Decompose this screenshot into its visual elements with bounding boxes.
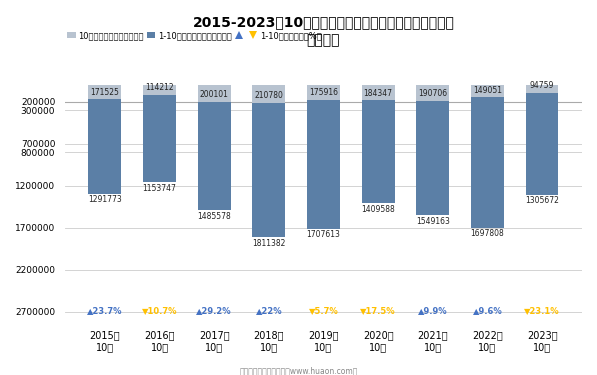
- Text: 1153747: 1153747: [143, 184, 177, 193]
- Text: ▲9.6%: ▲9.6%: [473, 306, 502, 315]
- Bar: [143, 85, 176, 94]
- Text: ▲22%: ▲22%: [256, 306, 282, 315]
- Text: 1485578: 1485578: [197, 211, 231, 220]
- Text: 1291773: 1291773: [88, 195, 122, 204]
- Text: ▲9.9%: ▲9.9%: [418, 306, 448, 315]
- Bar: [307, 85, 340, 228]
- Text: ▼10.7%: ▼10.7%: [141, 306, 177, 315]
- Text: 1305672: 1305672: [525, 196, 559, 206]
- Text: 94759: 94759: [530, 81, 554, 90]
- Bar: [416, 85, 449, 215]
- Bar: [526, 85, 559, 195]
- Title: 2015-2023年10月苏州高新技术产业开发区综合保税区进
出口总额: 2015-2023年10月苏州高新技术产业开发区综合保税区进 出口总额: [193, 15, 454, 47]
- Text: 171525: 171525: [90, 88, 119, 97]
- Text: 149051: 149051: [473, 86, 502, 95]
- Text: 1707613: 1707613: [306, 230, 340, 239]
- Text: 184347: 184347: [364, 89, 393, 98]
- Bar: [143, 85, 176, 182]
- Bar: [526, 85, 559, 93]
- Text: ▼17.5%: ▼17.5%: [361, 306, 396, 315]
- Bar: [471, 85, 504, 98]
- Text: 175916: 175916: [309, 88, 338, 97]
- Legend: 10月进出口总额（万美元）, 1-10月进出口总额（万美元）, , 1-10月同比增速（%）: 10月进出口总额（万美元）, 1-10月进出口总额（万美元）, , 1-10月同…: [64, 28, 325, 44]
- Text: 210780: 210780: [254, 91, 283, 100]
- Bar: [88, 85, 121, 194]
- Bar: [362, 85, 395, 204]
- Bar: [198, 85, 230, 102]
- Text: 190706: 190706: [418, 90, 447, 99]
- Text: ▼23.1%: ▼23.1%: [524, 306, 560, 315]
- Text: ▼5.7%: ▼5.7%: [309, 306, 338, 315]
- Text: 114212: 114212: [145, 83, 174, 92]
- Text: 1409588: 1409588: [361, 205, 395, 214]
- Text: ▲23.7%: ▲23.7%: [87, 306, 122, 315]
- Bar: [362, 85, 395, 100]
- Text: ▲29.2%: ▲29.2%: [196, 306, 232, 315]
- Bar: [253, 85, 285, 237]
- Text: 1697808: 1697808: [470, 230, 504, 238]
- Text: 1549163: 1549163: [416, 217, 450, 226]
- Text: 1811382: 1811382: [252, 239, 285, 248]
- Bar: [253, 85, 285, 103]
- Bar: [88, 85, 121, 99]
- Text: 制图：华经产业研究院（www.huaon.com）: 制图：华经产业研究院（www.huaon.com）: [239, 366, 358, 375]
- Text: 200101: 200101: [200, 90, 229, 99]
- Bar: [198, 85, 230, 210]
- Bar: [416, 85, 449, 101]
- Bar: [307, 85, 340, 100]
- Bar: [471, 85, 504, 228]
